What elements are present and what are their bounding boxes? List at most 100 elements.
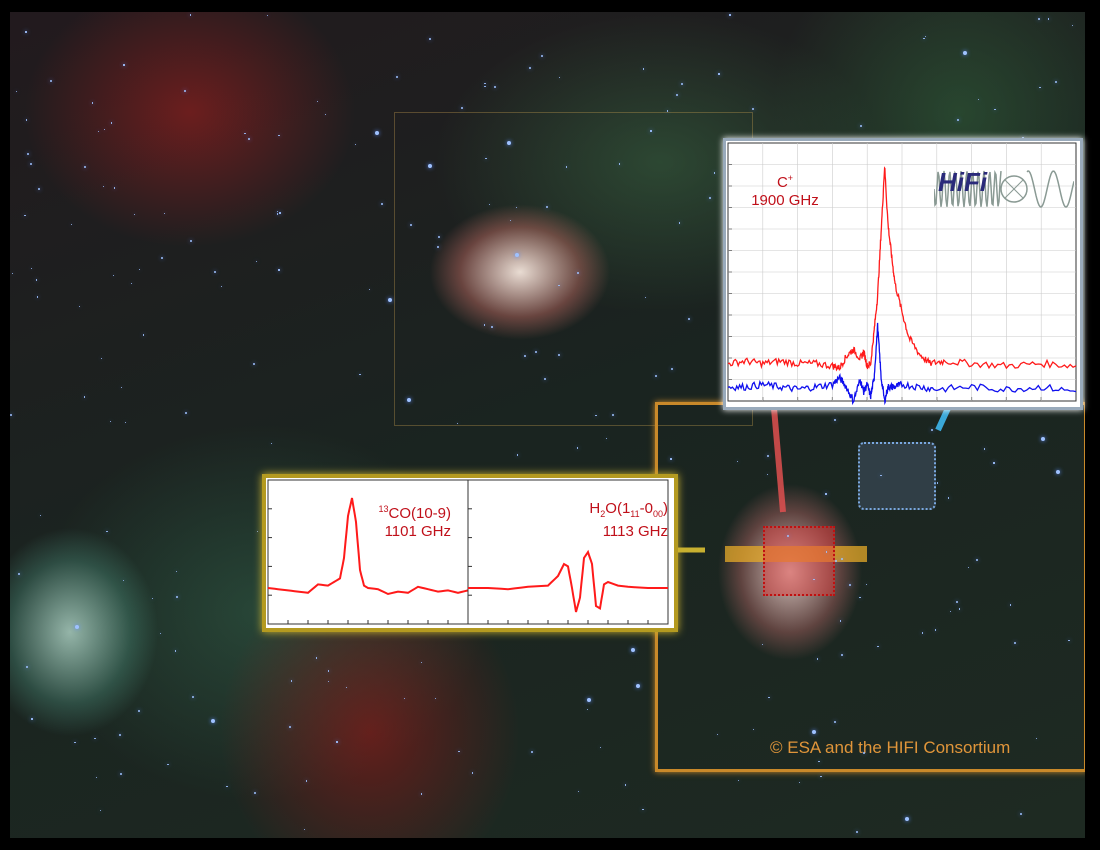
star <box>409 224 412 227</box>
star <box>359 374 361 376</box>
star <box>39 515 42 517</box>
star <box>176 596 179 599</box>
star <box>26 665 29 668</box>
star <box>252 363 255 366</box>
star <box>257 530 259 532</box>
star <box>636 684 641 689</box>
star <box>1021 136 1024 139</box>
star <box>276 210 278 212</box>
star <box>624 784 627 786</box>
star <box>737 461 739 463</box>
star <box>834 721 837 724</box>
star <box>994 108 996 111</box>
star <box>189 239 192 242</box>
star <box>490 326 493 328</box>
h2o-label: H2O(111-000) 1113 GHz <box>546 500 668 541</box>
star <box>786 535 789 538</box>
star <box>278 269 280 271</box>
species-label: CO(10-9) <box>388 505 451 522</box>
star <box>713 172 716 174</box>
frequency-label: 1900 GHz <box>751 192 819 209</box>
star <box>324 114 327 116</box>
star <box>74 742 76 744</box>
star <box>545 206 548 209</box>
star <box>120 386 123 388</box>
star <box>315 657 318 659</box>
star <box>670 458 672 460</box>
star <box>507 141 512 146</box>
star <box>27 153 30 156</box>
star <box>83 165 86 168</box>
isotope-sup: 13 <box>378 504 389 514</box>
star <box>880 475 882 477</box>
star <box>494 86 497 89</box>
star <box>958 608 960 610</box>
star <box>456 423 459 425</box>
star <box>17 572 20 575</box>
star <box>30 267 32 270</box>
star <box>138 710 141 713</box>
star <box>167 763 169 765</box>
star <box>535 350 538 353</box>
star <box>151 597 154 599</box>
hifi-logo-text: HiFi <box>938 167 988 197</box>
star <box>977 98 980 100</box>
star <box>35 279 38 281</box>
star <box>812 729 817 734</box>
star <box>650 130 652 132</box>
star <box>36 296 38 298</box>
co-label: 13CO(10-9) 1101 GHz <box>346 500 451 541</box>
star <box>91 102 94 104</box>
star <box>143 334 145 336</box>
star <box>226 786 228 788</box>
star <box>123 64 125 66</box>
star <box>266 15 268 17</box>
star <box>255 261 258 263</box>
star <box>24 214 26 216</box>
star <box>841 557 844 560</box>
star <box>164 212 166 215</box>
star <box>509 219 512 221</box>
star <box>29 162 32 165</box>
star <box>304 828 306 830</box>
star <box>191 696 194 699</box>
star <box>1038 17 1041 20</box>
star <box>175 650 177 652</box>
star <box>160 632 162 635</box>
star <box>687 318 690 321</box>
series-line-red <box>727 166 1077 372</box>
star <box>716 733 719 736</box>
star <box>119 772 122 775</box>
star <box>118 733 121 736</box>
star <box>848 584 851 587</box>
star <box>1041 436 1046 441</box>
star <box>577 791 579 793</box>
star <box>106 531 108 533</box>
star <box>766 473 768 475</box>
star <box>643 68 645 70</box>
star <box>10 414 13 417</box>
star <box>31 718 33 720</box>
star <box>328 670 330 672</box>
star <box>737 779 739 781</box>
star <box>523 354 526 357</box>
star <box>934 629 937 631</box>
star <box>279 212 281 214</box>
star <box>420 793 423 795</box>
star <box>921 632 924 634</box>
species-label: H2O(111-000) <box>589 500 668 519</box>
star <box>125 422 127 424</box>
star <box>541 54 544 57</box>
star <box>270 443 273 445</box>
star <box>1072 24 1074 27</box>
star <box>103 128 105 131</box>
star <box>835 559 838 562</box>
star <box>435 697 437 700</box>
star <box>956 601 959 604</box>
star <box>483 324 486 326</box>
star <box>100 357 103 359</box>
star <box>752 108 755 111</box>
star <box>15 91 17 93</box>
star <box>595 414 597 417</box>
star <box>484 85 486 88</box>
